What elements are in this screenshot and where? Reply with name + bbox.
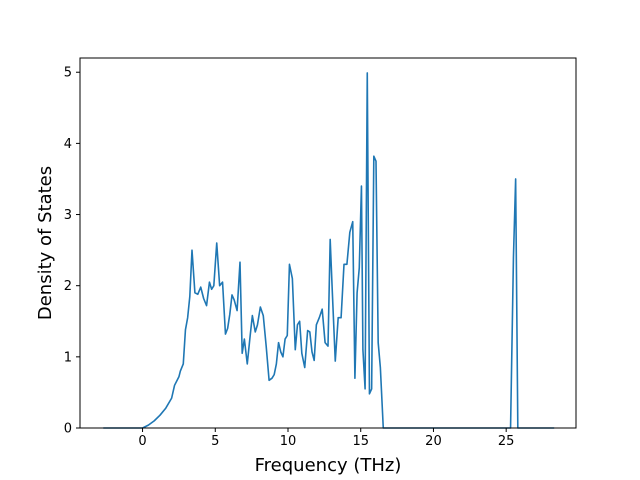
axes-frame — [79, 57, 577, 429]
y-tick-label: 3 — [64, 208, 72, 223]
y-tick-label: 2 — [64, 279, 72, 294]
y-axis-label: Density of States — [35, 166, 56, 320]
y-axis-ticks: 0 1 2 3 4 5 — [64, 66, 80, 437]
x-tick-label: 20 — [425, 434, 442, 449]
series-layer — [103, 72, 555, 429]
x-tick-label: 25 — [498, 434, 515, 449]
dos-series-line — [103, 72, 555, 429]
x-axis-label: Frequency (THz) — [255, 455, 402, 476]
x-tick-label: 15 — [352, 434, 369, 449]
x-axis-ticks: 0 5 10 15 20 25 — [138, 428, 514, 449]
y-tick-label: 5 — [64, 66, 72, 81]
x-tick-label: 0 — [138, 434, 146, 449]
x-tick-label: 10 — [280, 434, 297, 449]
plot-area — [79, 57, 577, 429]
y-tick-label: 1 — [64, 350, 72, 365]
y-tick-label: 4 — [64, 137, 72, 152]
y-tick-label: 0 — [64, 422, 72, 437]
x-tick-label: 5 — [211, 434, 219, 449]
